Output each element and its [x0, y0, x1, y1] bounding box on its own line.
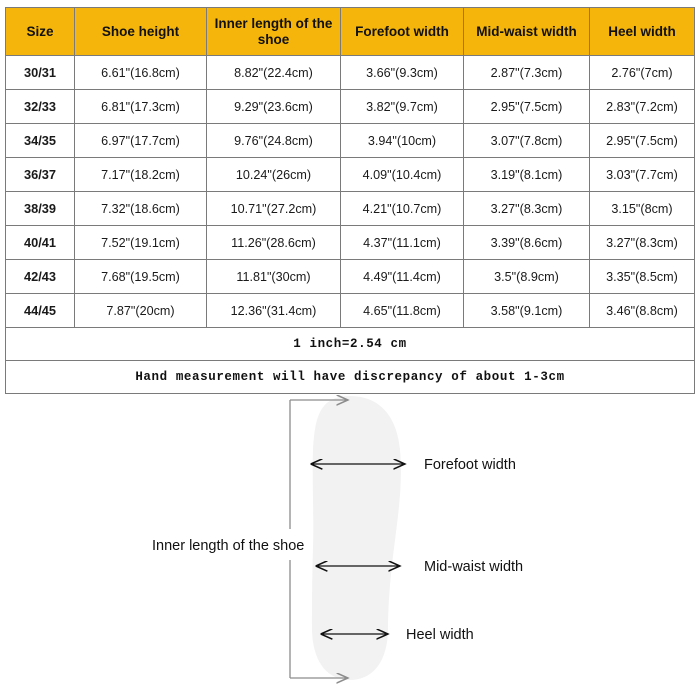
cell-size: 34/35 [5, 123, 75, 158]
table-note-row: 1 inch=2.54 cm [5, 327, 695, 361]
column-header-midwaist-width: Mid-waist width [463, 7, 590, 56]
cell-heel-width: 3.46"(8.8cm) [589, 293, 695, 328]
cell-midwaist-width: 3.07"(7.8cm) [463, 123, 590, 158]
cell-inner-length: 10.71"(27.2cm) [206, 191, 341, 226]
cell-midwaist-width: 3.39"(8.6cm) [463, 225, 590, 260]
cell-size: 30/31 [5, 55, 75, 90]
cell-forefoot-width: 4.49"(11.4cm) [340, 259, 464, 294]
table-note-row: Hand measurement will have discrepancy o… [5, 360, 695, 394]
cell-shoe-height: 6.97"(17.7cm) [74, 123, 207, 158]
table-row: 32/33 6.81"(17.3cm) 9.29"(23.6cm) 3.82"(… [5, 89, 695, 124]
cell-forefoot-width: 4.37"(11.1cm) [340, 225, 464, 260]
cell-inner-length: 11.81"(30cm) [206, 259, 341, 294]
cell-shoe-height: 7.17"(18.2cm) [74, 157, 207, 192]
heel-width-label: Heel width [406, 627, 474, 643]
cell-shoe-height: 6.81"(17.3cm) [74, 89, 207, 124]
cell-size: 42/43 [5, 259, 75, 294]
cell-forefoot-width: 3.66"(9.3cm) [340, 55, 464, 90]
cell-shoe-height: 6.61"(16.8cm) [74, 55, 207, 90]
midwaist-width-label: Mid-waist width [424, 559, 523, 575]
cell-heel-width: 3.03"(7.7cm) [589, 157, 695, 192]
cell-size: 32/33 [5, 89, 75, 124]
cell-shoe-height: 7.52"(19.1cm) [74, 225, 207, 260]
cell-heel-width: 3.15"(8cm) [589, 191, 695, 226]
cell-inner-length: 9.29"(23.6cm) [206, 89, 341, 124]
cell-inner-length: 12.36"(31.4cm) [206, 293, 341, 328]
table-body: 30/31 6.61"(16.8cm) 8.82"(22.4cm) 3.66"(… [5, 55, 695, 394]
size-chart-table-container: Size Shoe height Inner length of the sho… [5, 7, 695, 394]
cell-heel-width: 3.35"(8.5cm) [589, 259, 695, 294]
cell-heel-width: 2.83"(7.2cm) [589, 89, 695, 124]
cell-midwaist-width: 2.95"(7.5cm) [463, 89, 590, 124]
table-row: 42/43 7.68"(19.5cm) 11.81"(30cm) 4.49"(1… [5, 259, 695, 294]
forefoot-width-label: Forefoot width [424, 457, 516, 473]
cell-heel-width: 2.76"(7cm) [589, 55, 695, 90]
note-measurement-discrepancy: Hand measurement will have discrepancy o… [5, 360, 695, 394]
column-header-shoe-height: Shoe height [74, 7, 207, 56]
cell-midwaist-width: 2.87"(7.3cm) [463, 55, 590, 90]
cell-inner-length: 10.24"(26cm) [206, 157, 341, 192]
cell-heel-width: 3.27"(8.3cm) [589, 225, 695, 260]
cell-midwaist-width: 3.27"(8.3cm) [463, 191, 590, 226]
cell-shoe-height: 7.32"(18.6cm) [74, 191, 207, 226]
table-header: Size Shoe height Inner length of the sho… [5, 7, 695, 56]
cell-midwaist-width: 3.58"(9.1cm) [463, 293, 590, 328]
cell-forefoot-width: 3.94"(10cm) [340, 123, 464, 158]
cell-shoe-height: 7.68"(19.5cm) [74, 259, 207, 294]
cell-shoe-height: 7.87"(20cm) [74, 293, 207, 328]
cell-forefoot-width: 4.21"(10.7cm) [340, 191, 464, 226]
shoe-measurement-diagram: Inner length of the shoe Forefoot width … [0, 388, 700, 700]
cell-heel-width: 2.95"(7.5cm) [589, 123, 695, 158]
cell-forefoot-width: 4.65"(11.8cm) [340, 293, 464, 328]
cell-size: 44/45 [5, 293, 75, 328]
cell-size: 40/41 [5, 225, 75, 260]
table-row: 40/41 7.52"(19.1cm) 11.26"(28.6cm) 4.37"… [5, 225, 695, 260]
size-chart-table: Size Shoe height Inner length of the sho… [5, 7, 695, 394]
column-header-heel-width: Heel width [589, 7, 695, 56]
cell-size: 36/37 [5, 157, 75, 192]
table-row: 34/35 6.97"(17.7cm) 9.76"(24.8cm) 3.94"(… [5, 123, 695, 158]
cell-forefoot-width: 4.09"(10.4cm) [340, 157, 464, 192]
cell-size: 38/39 [5, 191, 75, 226]
cell-forefoot-width: 3.82"(9.7cm) [340, 89, 464, 124]
cell-midwaist-width: 3.5"(8.9cm) [463, 259, 590, 294]
inner-length-label: Inner length of the shoe [152, 538, 304, 554]
column-header-size: Size [5, 7, 75, 56]
column-header-inner-length: Inner length of the shoe [206, 7, 341, 56]
note-inch-conversion: 1 inch=2.54 cm [5, 327, 695, 361]
cell-inner-length: 9.76"(24.8cm) [206, 123, 341, 158]
column-header-forefoot-width: Forefoot width [340, 7, 464, 56]
cell-inner-length: 8.82"(22.4cm) [206, 55, 341, 90]
table-row: 44/45 7.87"(20cm) 12.36"(31.4cm) 4.65"(1… [5, 293, 695, 328]
table-row: 38/39 7.32"(18.6cm) 10.71"(27.2cm) 4.21"… [5, 191, 695, 226]
table-row: 30/31 6.61"(16.8cm) 8.82"(22.4cm) 3.66"(… [5, 55, 695, 90]
table-header-row: Size Shoe height Inner length of the sho… [5, 7, 695, 56]
table-row: 36/37 7.17"(18.2cm) 10.24"(26cm) 4.09"(1… [5, 157, 695, 192]
cell-midwaist-width: 3.19"(8.1cm) [463, 157, 590, 192]
shoe-sole-shape [312, 396, 401, 680]
cell-inner-length: 11.26"(28.6cm) [206, 225, 341, 260]
